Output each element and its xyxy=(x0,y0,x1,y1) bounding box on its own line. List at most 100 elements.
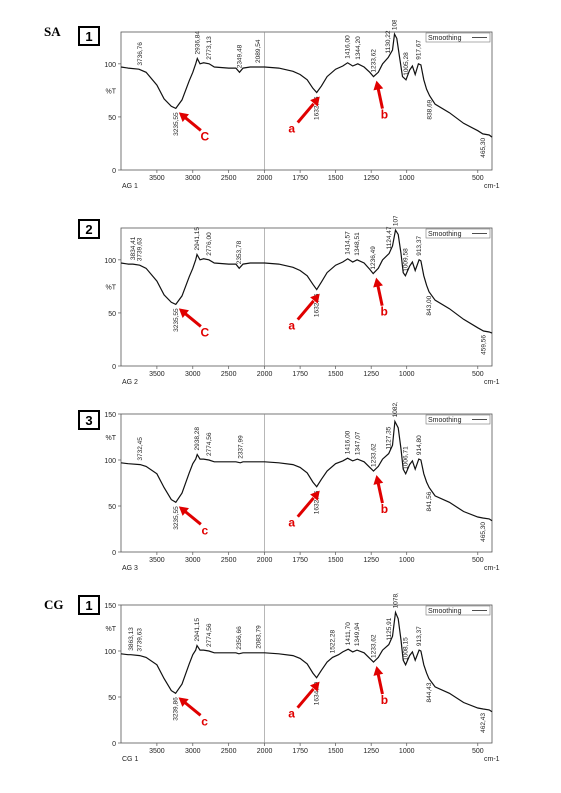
x-tick-label: 1250 xyxy=(363,748,379,755)
peak-annotation: 2941,15 xyxy=(194,618,201,642)
ftir-panel-3: 3 150 %T 100 50 0 3500 3000 2500 2000 1750 1500 125… xyxy=(0,402,561,592)
arrow-head xyxy=(310,293,320,304)
arrow-a: a xyxy=(288,490,320,530)
peak-annotation: 1082,83 xyxy=(392,402,399,417)
arrow-shaft xyxy=(183,701,202,717)
legend: Smoothing xyxy=(425,32,491,43)
x-tick-label: 1000 xyxy=(399,175,415,182)
peak-annotation: 2776,00 xyxy=(206,232,213,256)
arrow-c: C xyxy=(178,308,210,339)
peak-annotation: 2938,28 xyxy=(194,427,201,451)
x-unit-label: cm-1 xyxy=(484,756,500,763)
peak-annotation: 1078,52 xyxy=(393,216,400,226)
legend: Smoothing xyxy=(425,414,491,425)
peak-annotation: 1009,58 xyxy=(402,248,409,272)
arrow-shaft xyxy=(376,285,384,306)
arrow-shaft xyxy=(184,312,202,328)
x-unit-label: cm-1 xyxy=(484,379,500,386)
peak-annotation: 1632,86 xyxy=(314,490,321,514)
peak-annotation: 2774,56 xyxy=(206,432,213,456)
arrow-head xyxy=(310,490,320,501)
x-tick-label: 3500 xyxy=(149,557,165,564)
x-tick-label: 1750 xyxy=(292,371,308,378)
peak-annotation: 1347,07 xyxy=(354,431,361,455)
ftir-panel-cg: 1 150 %T 100 50 0 3500 3000 2500 2000 1750 1500 125… xyxy=(0,593,561,783)
x-tick-label: 1750 xyxy=(292,175,308,182)
x-tick-label: 2000 xyxy=(257,557,273,564)
peak-annotation: 462,43 xyxy=(480,713,487,733)
x-tick-label: 1500 xyxy=(328,557,344,564)
legend-label: Smoothing xyxy=(428,417,462,424)
x-tick-label: 1750 xyxy=(292,557,308,564)
y-tick-label: 100 xyxy=(104,458,116,465)
peak-annotation: 2353,78 xyxy=(236,240,243,264)
peak-annotation: 3235,55 xyxy=(173,112,180,136)
peak-annotation: 2337,99 xyxy=(237,435,244,459)
peak-annotation: 1233,62 xyxy=(371,634,378,658)
x-tick-label: 1500 xyxy=(328,748,344,755)
peak-annotation: 3863,13 xyxy=(128,627,135,651)
arrow-c: C xyxy=(178,112,210,143)
peak-annotation: 1416,00 xyxy=(345,35,352,59)
ftir-panel-2: 2 100 %T 50 0 3500 3000 2500 2000 1750 1500 1250 10… xyxy=(0,216,561,406)
x-tick-label: 3500 xyxy=(149,748,165,755)
arrow-head xyxy=(373,80,384,91)
legend: Smoothing xyxy=(425,605,491,616)
x-tick-label: 3000 xyxy=(185,557,201,564)
x-tick-label: 2500 xyxy=(221,748,237,755)
y-tick-label: 100 xyxy=(104,62,116,69)
arrow-letter: a xyxy=(288,707,295,721)
arrow-head xyxy=(178,697,189,707)
arrow-head xyxy=(178,112,189,122)
x-tick-label: 3000 xyxy=(185,748,201,755)
peak-annotation: 465,30 xyxy=(480,522,487,542)
x-tick-label: 1250 xyxy=(363,557,379,564)
y-tick-label: %T xyxy=(106,626,117,633)
arrow-b: b xyxy=(373,80,388,122)
peak-annotation: 1233,62 xyxy=(371,443,378,467)
legend-label: Smoothing xyxy=(428,35,462,42)
peak-annotation: 1414,57 xyxy=(345,231,352,255)
peak-annotation: 1349,94 xyxy=(354,622,361,646)
x-tick-label: 2500 xyxy=(221,557,237,564)
peak-annotation: 1078,52 xyxy=(393,593,400,608)
arrow-c: c xyxy=(178,506,209,537)
x-tick-label: 1250 xyxy=(363,371,379,378)
peak-annotation: 459,56 xyxy=(481,335,488,355)
peak-annotation: 913,37 xyxy=(416,626,423,646)
peak-annotation: 1124,47 xyxy=(386,226,393,249)
peak-annotation: 844,43 xyxy=(426,682,433,702)
peak-annotation: 1344,20 xyxy=(355,36,362,60)
peak-annotation: 1236,49 xyxy=(370,246,377,270)
arrow-shaft xyxy=(376,482,384,504)
panel-number-box: 1 xyxy=(78,595,100,615)
peak-annotation: 2349,48 xyxy=(237,44,244,68)
sample-label: AG 1 xyxy=(122,183,138,190)
peak-annotation: 1008,15 xyxy=(403,637,410,661)
arrow-letter: b xyxy=(381,502,388,516)
spectrum-line xyxy=(120,419,493,522)
arrow-letter: C xyxy=(201,325,210,339)
arrow-letter: b xyxy=(381,108,388,122)
y-tick-label: 0 xyxy=(112,364,116,371)
peak-annotation: 2089,54 xyxy=(255,39,262,63)
sample-label: AG 3 xyxy=(122,565,138,572)
peak-annotation: 843,00 xyxy=(426,295,433,315)
y-tick-label: 150 xyxy=(104,412,116,419)
peak-annotation: 838,69 xyxy=(427,99,434,119)
peak-annotation: 2356,66 xyxy=(236,626,243,650)
x-tick-label: 500 xyxy=(472,748,484,755)
y-tick-label: 50 xyxy=(108,311,116,318)
peak-annotation: 913,37 xyxy=(416,236,423,256)
arrow-b: b xyxy=(373,277,388,319)
y-tick-label: 0 xyxy=(112,550,116,557)
arrow-head xyxy=(373,666,384,676)
arrow-head xyxy=(373,277,383,288)
ftir-panel-1: 1 100 %T 50 0 3500 3000 2500 2000 1750 1500 1250 10… xyxy=(0,20,561,210)
x-tick-label: 500 xyxy=(472,175,484,182)
sample-label: AG 2 xyxy=(122,379,138,386)
plot-frame xyxy=(120,227,493,367)
legend-label: Smoothing xyxy=(428,608,462,615)
peak-annotation: 1233,62 xyxy=(371,49,378,73)
